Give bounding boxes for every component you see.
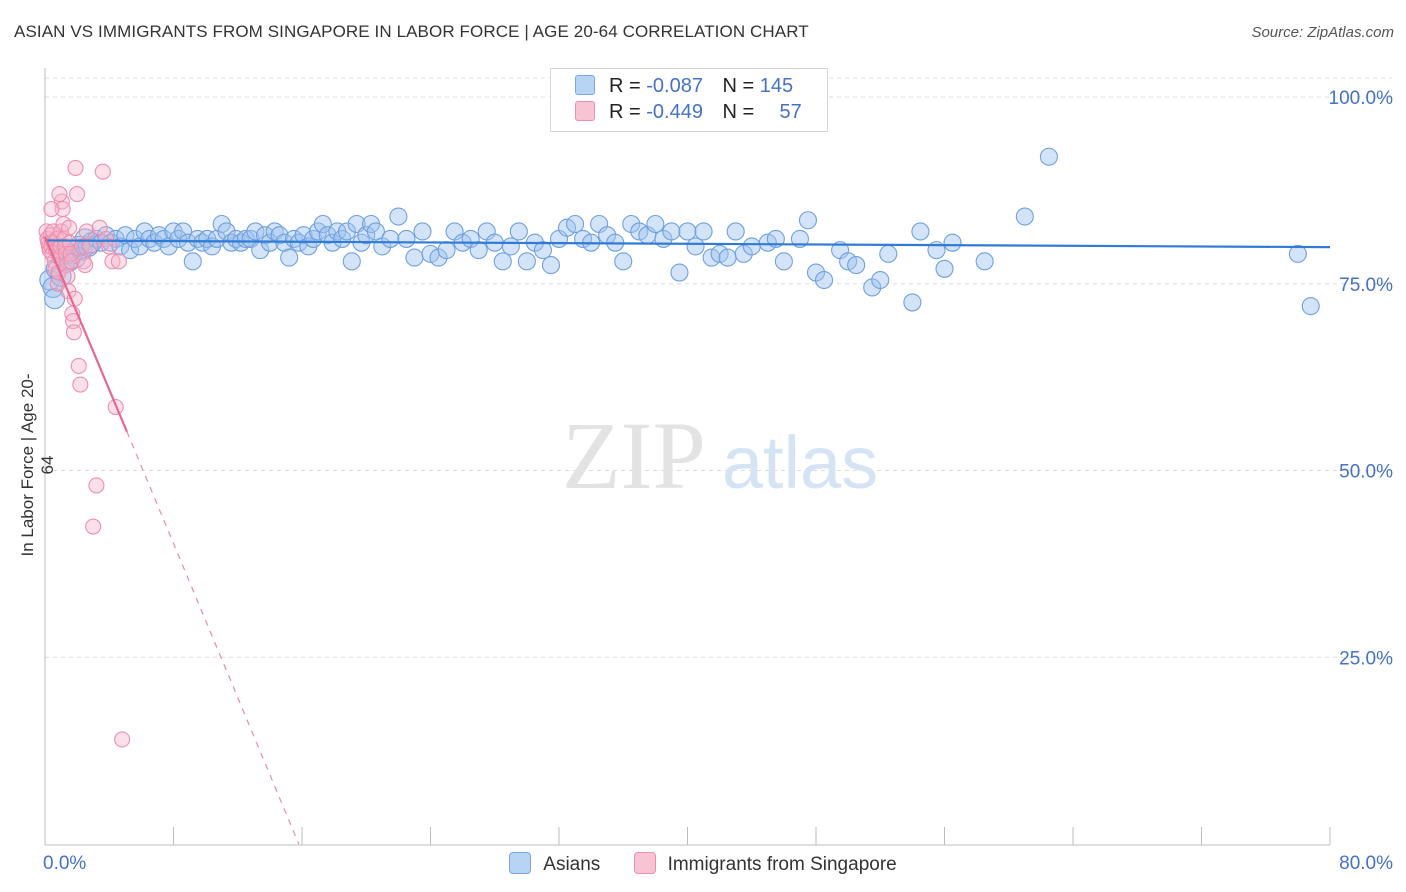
point-asians [872, 272, 889, 289]
point-asians [719, 249, 736, 266]
legend-label-asians: Asians [543, 854, 600, 875]
point-asians [671, 264, 688, 281]
point-asians [743, 238, 760, 255]
point-asians [663, 223, 680, 240]
legend-row-singapore: R = -0.449 N = 57 [575, 101, 802, 127]
correlation-legend: R = -0.087 N = 145 R = -0.449 N = 57 [550, 68, 828, 132]
point-asians [848, 257, 865, 274]
legend-n-label: N = [723, 101, 755, 123]
point-singapore [111, 254, 126, 269]
legend-swatch-singapore [575, 101, 595, 121]
point-singapore [95, 164, 110, 179]
legend-swatch-asians [575, 75, 595, 95]
point-singapore [86, 519, 101, 534]
point-asians [816, 272, 833, 289]
y-axis-label: In Labor Force | Age 20-64 [18, 365, 58, 565]
point-asians [343, 253, 360, 270]
point-singapore [73, 377, 88, 392]
legend-swatch-singapore [634, 852, 656, 874]
point-asians [695, 223, 712, 240]
tick-labels: 25.0% 50.0% 75.0% 100.0% 0.0% 80.0% [43, 88, 1393, 874]
point-asians [687, 238, 704, 255]
point-singapore [70, 187, 85, 202]
scatter-chart: ZIP atlas 25.0%50.0%75.0%100.0%0.0% 80.0% [0, 0, 1406, 892]
point-asians [438, 242, 455, 259]
legend-label-singapore: Immigrants from Singapore [668, 854, 897, 875]
point-asians [567, 215, 584, 232]
grid-lines [45, 78, 1392, 657]
legend-item-asians[interactable]: Asians [509, 852, 600, 876]
point-asians [976, 253, 993, 270]
legend-row-asians: R = -0.087 N = 145 [575, 75, 793, 101]
point-asians [414, 223, 431, 240]
point-asians [502, 238, 519, 255]
point-asians [775, 253, 792, 270]
trend-line-singapore-extension [127, 432, 299, 844]
point-asians [281, 249, 298, 266]
point-asians [944, 234, 961, 251]
point-asians [647, 215, 664, 232]
watermark-zip: ZIP [562, 402, 706, 509]
point-asians [799, 212, 816, 229]
point-singapore [52, 187, 67, 202]
point-asians [904, 294, 921, 311]
point-asians [510, 223, 527, 240]
point-singapore [71, 358, 86, 373]
watermark: ZIP atlas [562, 402, 878, 509]
point-asians [1016, 208, 1033, 225]
point-singapore [89, 478, 104, 493]
point-asians [679, 223, 696, 240]
point-singapore [62, 220, 77, 235]
point-asians [390, 208, 407, 225]
point-singapore [78, 258, 93, 273]
legend-r-value-asians: -0.087 [646, 75, 703, 97]
point-asians [398, 230, 415, 247]
point-asians [615, 253, 632, 270]
watermark-atlas: atlas [722, 421, 878, 504]
legend-r-label: R = [609, 75, 641, 97]
legend-n-value-asians: 145 [760, 75, 793, 97]
legend-swatch-asians [509, 852, 531, 874]
point-asians [518, 253, 535, 270]
point-singapore [44, 202, 59, 217]
point-asians [382, 230, 399, 247]
trend-lines [45, 237, 1330, 844]
y-tick-label: 50.0% [1339, 462, 1393, 483]
legend-n-label: N = [723, 75, 755, 97]
point-asians [494, 253, 511, 270]
point-asians [470, 242, 487, 259]
point-asians [184, 253, 201, 270]
legend-r-label: R = [609, 101, 641, 123]
point-asians [1040, 148, 1057, 165]
point-singapore [66, 325, 81, 340]
legend-n-value-singapore: 57 [760, 101, 802, 124]
y-tick-label: 100.0% [1329, 88, 1394, 109]
point-singapore [115, 732, 130, 747]
point-asians [1302, 298, 1319, 315]
y-tick-label: 75.0% [1339, 275, 1393, 296]
point-asians [534, 242, 551, 259]
point-asians [727, 223, 744, 240]
point-asians [912, 223, 929, 240]
point-asians [880, 245, 897, 262]
legend-item-singapore[interactable]: Immigrants from Singapore [634, 852, 897, 876]
legend-r-value-singapore: -0.449 [646, 101, 703, 123]
series-legend: Asians Immigrants from Singapore [0, 852, 1406, 876]
point-asians [542, 257, 559, 274]
point-asians [406, 249, 423, 266]
point-singapore [68, 160, 83, 175]
y-tick-label: 25.0% [1339, 648, 1393, 669]
point-asians [936, 260, 953, 277]
